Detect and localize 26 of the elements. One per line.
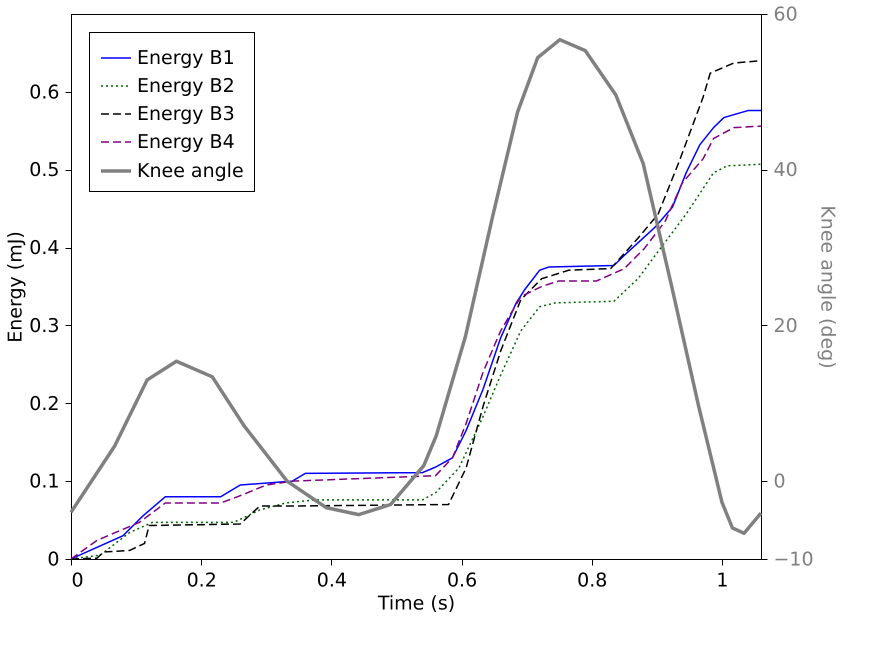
- y2-tick-label: −10: [774, 548, 814, 570]
- y-tick-label: 0.2: [29, 392, 60, 415]
- y2-tick-label: 40: [774, 159, 798, 182]
- legend-label: Energy B4: [137, 131, 235, 153]
- x-tick-label: 0: [72, 570, 84, 592]
- y-tick-label: 0.5: [29, 159, 60, 182]
- y2-tick-label: 60: [774, 4, 798, 26]
- x-tick-label: 0.4: [316, 570, 347, 592]
- x-tick-label: 1: [716, 570, 728, 592]
- y-tick-label: 0.3: [29, 314, 60, 337]
- y-axis-title: Energy (mJ): [4, 231, 26, 343]
- x-tick-label: 0.2: [186, 570, 217, 592]
- y2-tick-label: 20: [774, 314, 798, 337]
- y2-tick-label: 0: [774, 470, 786, 493]
- legend-label: Energy B3: [137, 103, 235, 125]
- legend-label: Energy B2: [137, 75, 235, 97]
- x-tick-label: 0.6: [446, 570, 478, 592]
- x-tick-label: 0.8: [577, 570, 608, 592]
- y-tick-label: 0: [47, 548, 60, 570]
- y-tick-label: 0.4: [29, 237, 60, 260]
- x-axis-title: Time (s): [376, 592, 456, 614]
- y-tick-label: 0.1: [29, 470, 60, 493]
- legend-label: Knee angle: [137, 160, 244, 182]
- y2-axis-title: Knee angle (deg): [816, 205, 839, 369]
- y-tick-label: 0.6: [29, 81, 60, 104]
- legend-label: Energy B1: [137, 47, 235, 69]
